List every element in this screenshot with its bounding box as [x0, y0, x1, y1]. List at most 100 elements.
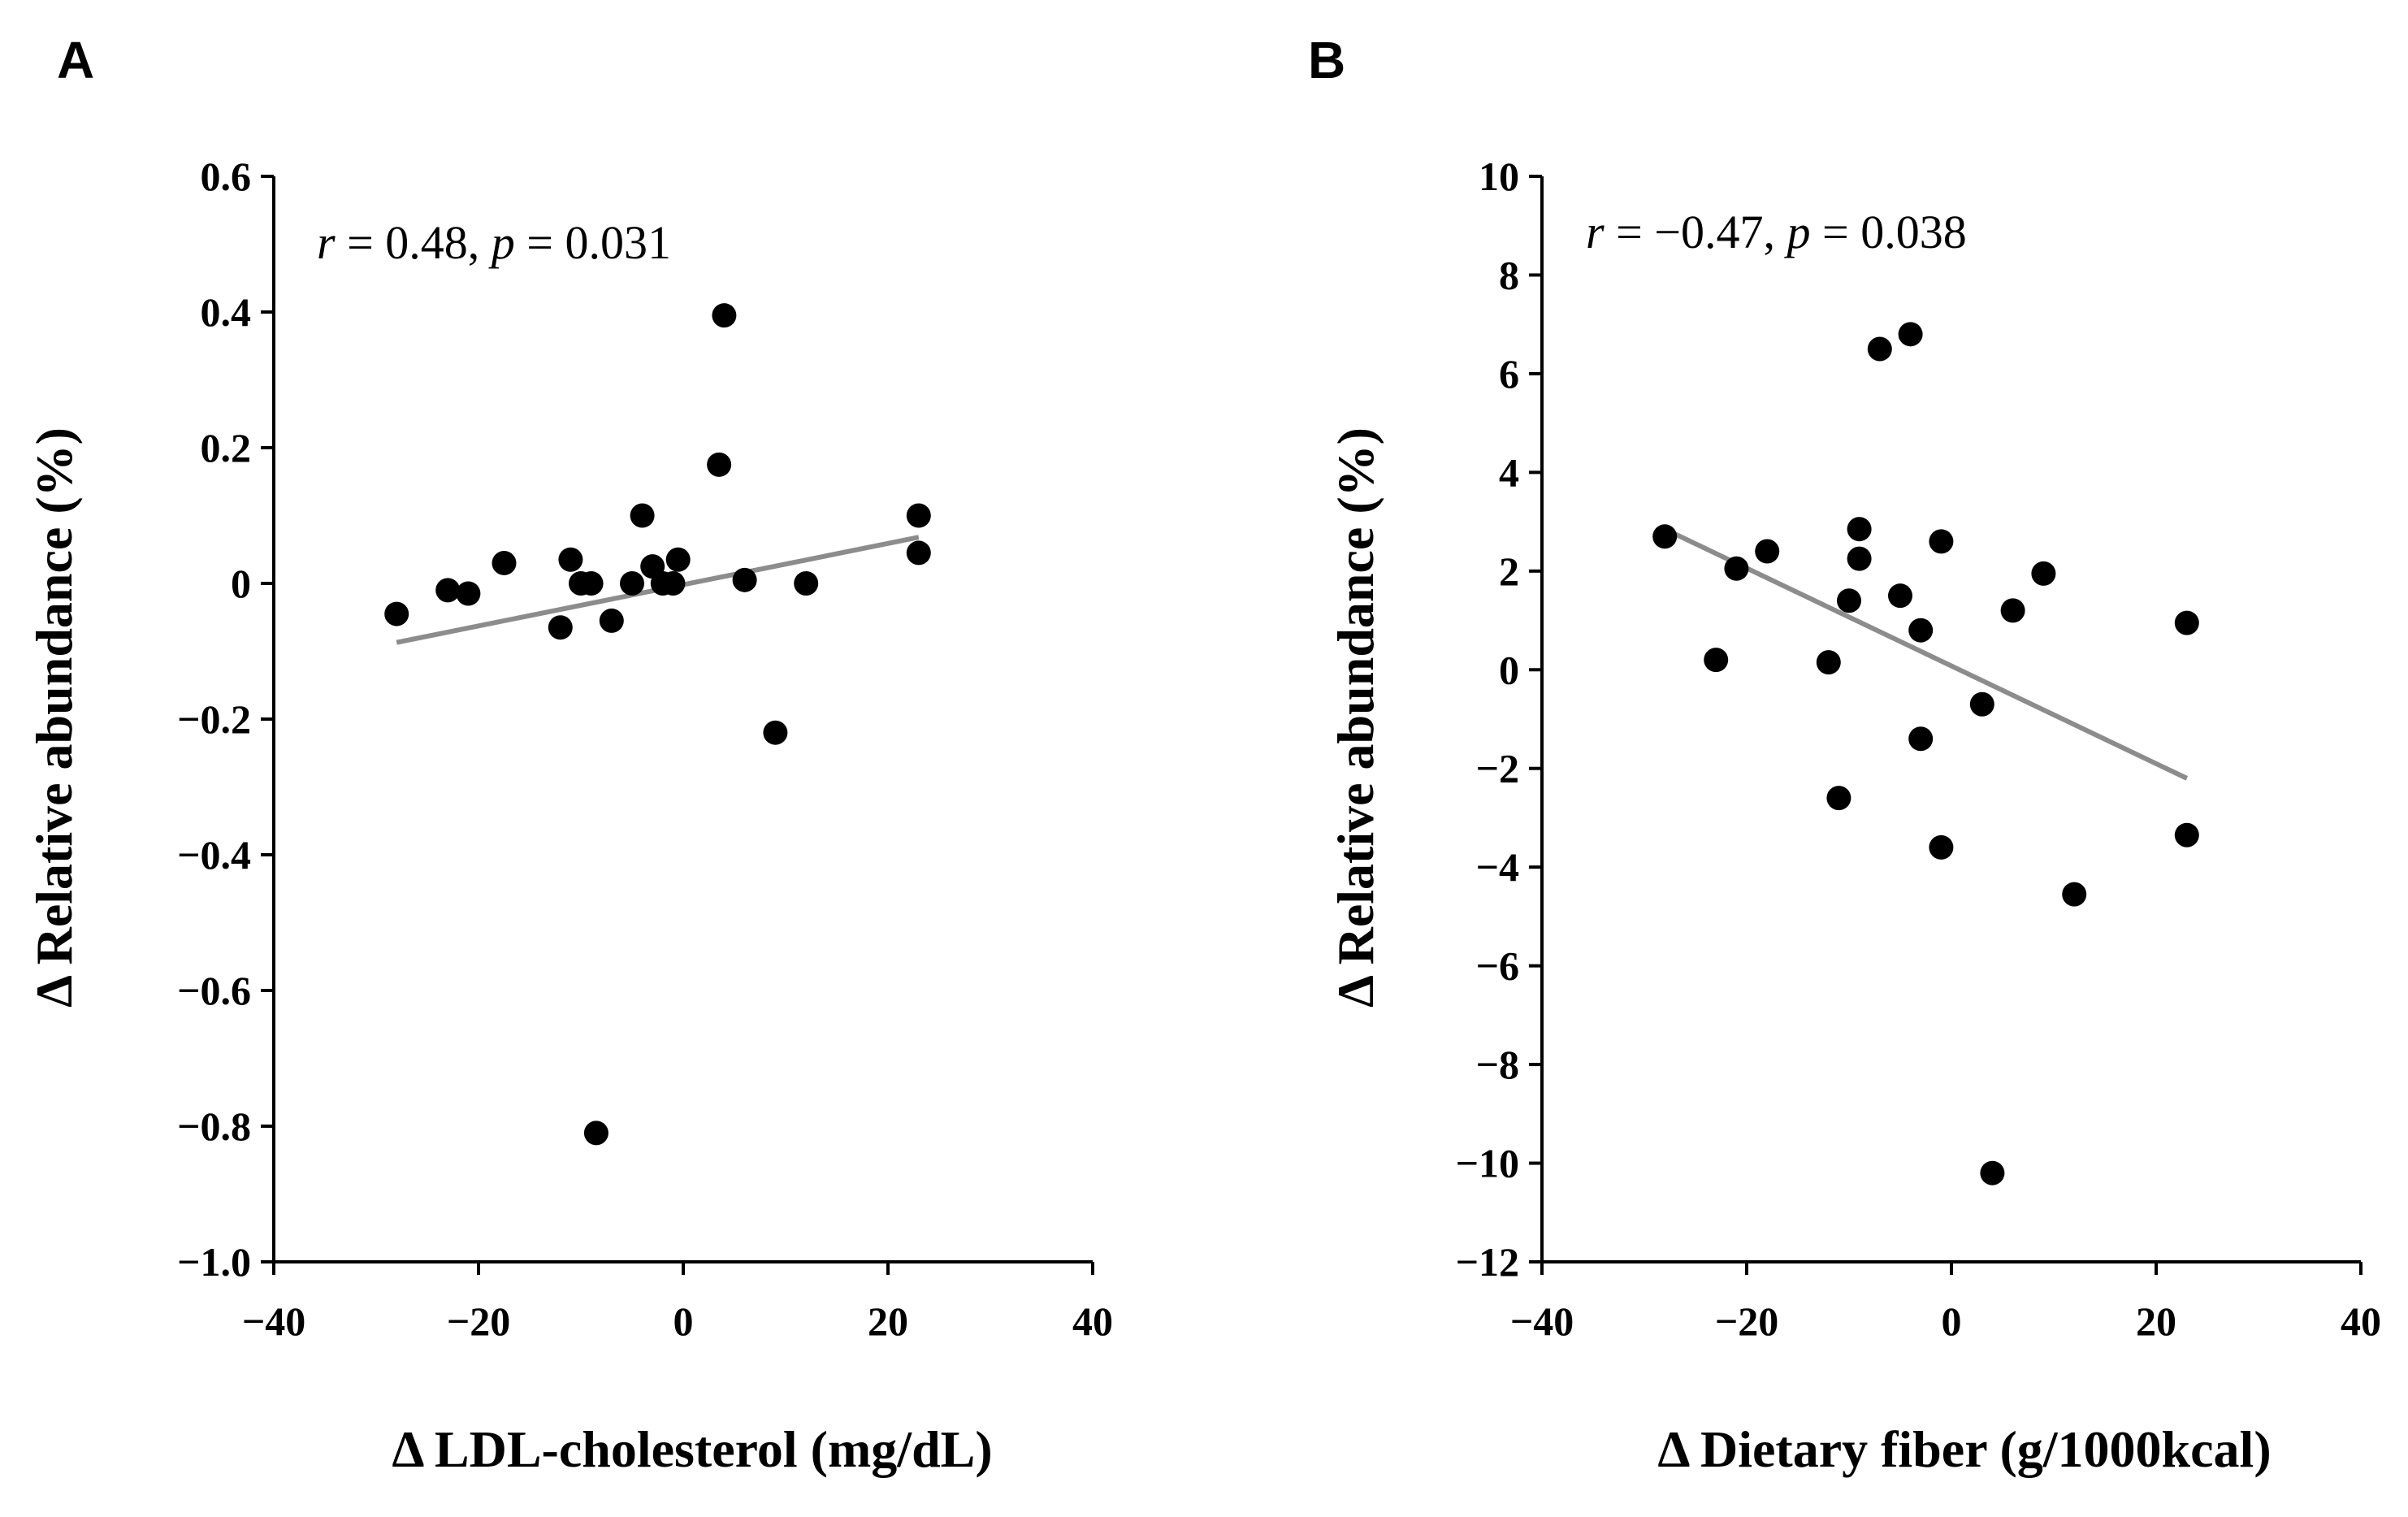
y-tick-label: 0 — [1499, 647, 1519, 692]
y-tick-label: 0.2 — [201, 425, 252, 470]
axis-ticks-a: 0.6 0.4 0.2 0 −0.2 −0.4 −0.6 −0.8 −1.0 −40 −20 0 20 4… — [177, 154, 1113, 1344]
data-point — [1929, 834, 1954, 860]
panel-label-b: B — [1308, 31, 1345, 89]
data-point — [548, 615, 573, 640]
stat-p-value: = 0.038 — [1811, 206, 1967, 258]
y-tick-label: −0.2 — [177, 696, 251, 742]
y-tick-label: −10 — [1456, 1141, 1520, 1186]
y-tick-label: −6 — [1476, 943, 1520, 989]
y-tick-label: 6 — [1499, 351, 1519, 397]
data-point — [599, 608, 624, 633]
data-point — [660, 571, 686, 596]
data-point — [1847, 546, 1872, 571]
stat-p-symbol: p — [1784, 206, 1811, 258]
stat-r-symbol: r — [317, 216, 336, 269]
stat-r-symbol: r — [1586, 206, 1605, 258]
data-point — [1898, 322, 1923, 347]
data-point — [1704, 648, 1729, 673]
y-axis-title-a: Δ Relative abundance (%) — [25, 427, 83, 1008]
data-point — [2000, 598, 2025, 623]
data-point — [620, 571, 644, 596]
data-point — [2174, 610, 2199, 635]
x-tick-label: −20 — [447, 1298, 511, 1344]
data-point — [732, 567, 757, 592]
y-tick-label: 0 — [231, 561, 251, 606]
y-tick-label: 0.4 — [201, 289, 252, 335]
y-axis-title-b: Δ Relative abundance (%) — [1327, 427, 1384, 1008]
y-tick-label: −4 — [1476, 844, 1520, 890]
data-point — [906, 503, 931, 528]
data-point — [1908, 726, 1934, 752]
y-tick-label: −2 — [1476, 746, 1520, 791]
panel-a: A r = 0.48, p = 0.031 0.6 0.4 0.2 0 −0.2 −0.4… — [25, 31, 1113, 1478]
x-axis-title-b: Δ Dietary fiber (g/1000kcal) — [1657, 1420, 2271, 1478]
y-tick-label: 4 — [1499, 449, 1519, 495]
data-point — [1888, 583, 1912, 609]
x-tick-label: 20 — [2136, 1298, 2176, 1344]
y-tick-label: −8 — [1476, 1042, 1520, 1087]
trendline-b — [1663, 527, 2189, 781]
data-point — [435, 578, 461, 603]
data-point — [2174, 822, 2199, 847]
y-tick-label: −0.8 — [177, 1103, 251, 1149]
data-point — [1969, 691, 1994, 717]
stat-r-value: = 0.48, — [336, 216, 492, 269]
y-tick-label: −12 — [1456, 1239, 1520, 1285]
y-tick-label: 2 — [1499, 548, 1519, 594]
data-point — [906, 540, 931, 566]
y-tick-label: −0.4 — [177, 832, 251, 878]
data-points-a — [384, 303, 931, 1146]
data-point — [1867, 336, 1892, 362]
stat-r-value: = −0.47, — [1605, 206, 1787, 258]
x-tick-label: 40 — [2341, 1298, 2381, 1344]
data-point — [665, 547, 691, 572]
data-point — [794, 571, 819, 596]
trendline — [1663, 527, 2189, 781]
x-tick-label: 40 — [1072, 1298, 1113, 1344]
stat-p-value: = 0.031 — [515, 216, 671, 269]
data-point — [1652, 524, 1678, 549]
data-point — [1837, 588, 1861, 613]
x-tick-label: −40 — [242, 1298, 306, 1344]
axes-b — [1540, 176, 2361, 1263]
data-point — [492, 550, 517, 575]
data-point — [2031, 561, 2056, 586]
y-tick-label: −0.6 — [177, 968, 251, 1013]
x-tick-label: −40 — [1510, 1298, 1574, 1344]
data-point — [1755, 539, 1780, 564]
x-tick-label: 20 — [868, 1298, 908, 1344]
data-point — [558, 547, 583, 572]
data-points-b — [1652, 322, 2199, 1185]
data-point — [456, 581, 481, 606]
data-point — [2062, 882, 2087, 907]
x-tick-label: −20 — [1715, 1298, 1779, 1344]
x-axis-title-a: Δ LDL-cholesterol (mg/dL) — [392, 1420, 992, 1478]
data-point — [1816, 650, 1841, 675]
x-tick-label: 0 — [673, 1298, 694, 1344]
stat-annotation-a: r = 0.48, p = 0.031 — [317, 216, 671, 269]
y-tick-label: 0.6 — [201, 154, 252, 199]
data-point — [583, 1120, 608, 1146]
axes-a — [272, 176, 1093, 1263]
panel-label-a: A — [57, 31, 94, 89]
y-tick-label: 8 — [1499, 252, 1519, 297]
data-point — [578, 571, 604, 596]
data-point — [1929, 529, 1954, 554]
data-point — [1826, 786, 1851, 811]
data-point — [763, 720, 788, 745]
data-point — [384, 601, 409, 626]
panel-b: B r = −0.47, p = 0.038 1086420−2−4−6−8−1… — [1308, 31, 2381, 1478]
stat-p-symbol: p — [488, 216, 515, 269]
data-point — [1980, 1160, 2005, 1185]
stat-annotation-b: r = −0.47, p = 0.038 — [1586, 206, 1967, 258]
data-point — [1908, 618, 1934, 643]
data-point — [1724, 556, 1749, 581]
y-tick-label: −1.0 — [177, 1239, 251, 1285]
data-point — [1847, 517, 1872, 542]
data-point — [707, 452, 732, 477]
x-tick-label: 0 — [1942, 1298, 1962, 1344]
data-point — [712, 303, 737, 328]
y-tick-label: 10 — [1479, 154, 1519, 199]
